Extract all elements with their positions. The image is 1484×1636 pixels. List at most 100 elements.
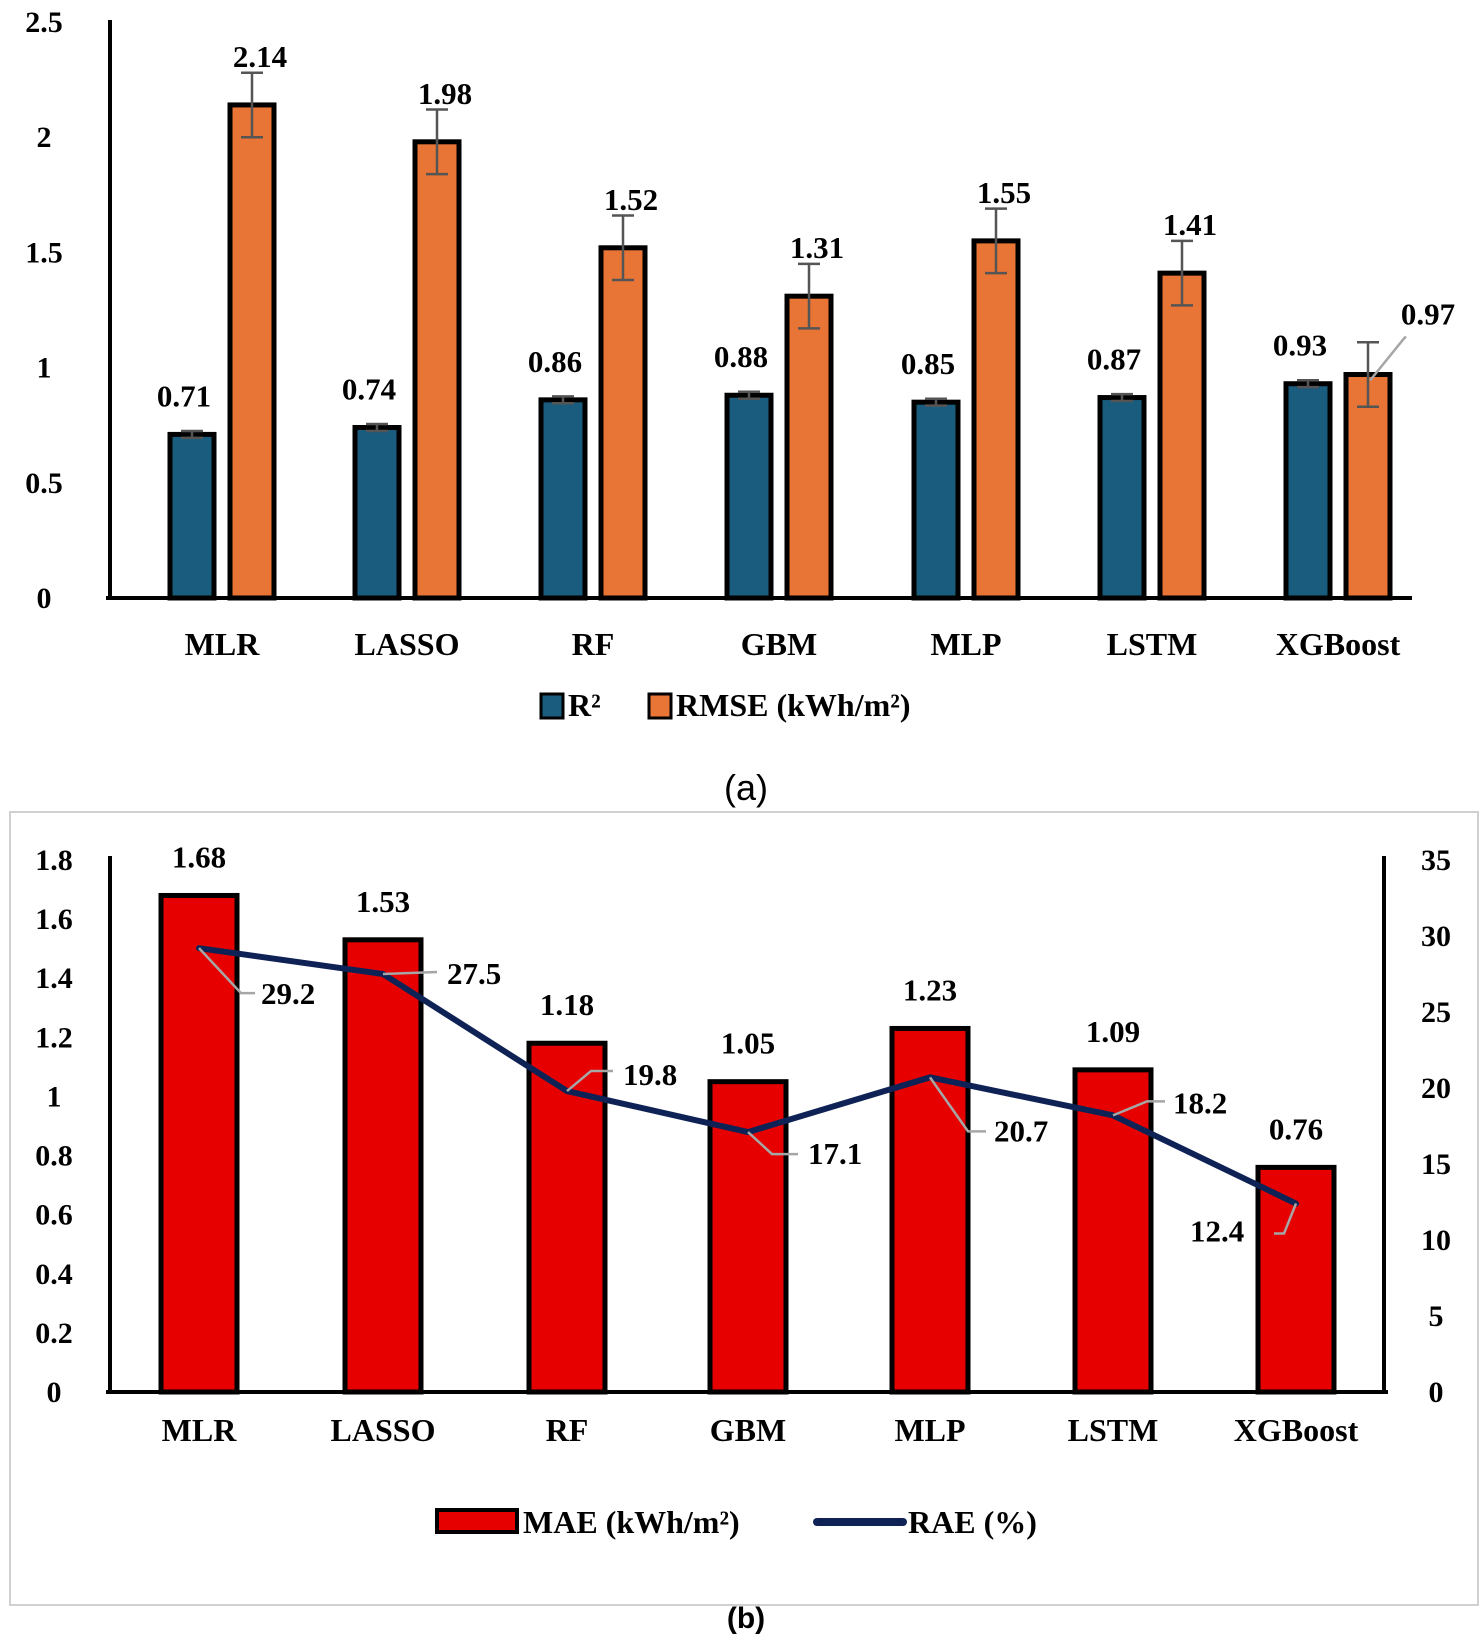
bar-r2 <box>352 425 402 601</box>
chart-a: 0.71 0.740.86 0.88 0.85 0.87 0.932.141.981.52… <box>25 6 1455 723</box>
bar-mae <box>526 1040 608 1395</box>
data-label: 20.7 <box>994 1113 1048 1148</box>
caption-b: (b) <box>727 1602 765 1635</box>
data-label: 0.97 <box>1401 297 1455 332</box>
bar-rmse <box>227 102 277 601</box>
y-tick-label: 1.8 <box>35 844 73 877</box>
bar-r2 <box>911 399 961 601</box>
legend-swatch-r2 <box>539 692 565 720</box>
y-tick-label: 1.6 <box>35 903 73 936</box>
bar-mae <box>1072 1067 1154 1395</box>
y2-tick-label: 0 <box>1429 1376 1444 1409</box>
chart-a-x-axis-labels: MLR LASSO RF GBM MLP LSTM XGBoost <box>185 626 1401 662</box>
chart-a-leader-lines <box>1369 335 1407 382</box>
data-label-leader-line <box>1274 1203 1298 1235</box>
chart-b-border <box>9 811 1479 1606</box>
legend-label-rae: RAE (%) <box>908 1504 1037 1540</box>
data-label: 0.86 <box>528 344 582 379</box>
x-tick-label: GBM <box>741 626 817 662</box>
x-tick-label: MLR <box>162 1412 238 1448</box>
bar-r2 <box>1097 395 1147 601</box>
chart-a-error-bars <box>181 71 1379 440</box>
y-tick-label: 0 <box>37 582 52 615</box>
x-tick-label: LASSO <box>331 1412 436 1448</box>
chart-b-leader-lines <box>198 947 1298 1235</box>
data-label: 0.88 <box>714 339 768 374</box>
data-label: 1.05 <box>721 1026 775 1061</box>
data-label-leader-line <box>566 1069 613 1093</box>
data-label-leader-line <box>747 1131 798 1156</box>
x-tick-label: XGBoost <box>1276 626 1401 662</box>
data-label: 0.71 <box>157 378 211 413</box>
bar-rmse <box>784 293 834 601</box>
chart-b-data-labels: 1.68 1.53 1.18 1.05 1.23 1.09 0.76 29.2 27.5 19.8… <box>172 839 1323 1248</box>
x-tick-label: XGBoost <box>1234 1412 1359 1448</box>
bar-r2 <box>1283 381 1333 601</box>
y2-tick-label: 20 <box>1421 1072 1451 1105</box>
y-tick-label: 1 <box>37 352 52 385</box>
x-tick-label: GBM <box>710 1412 786 1448</box>
data-label: 1.09 <box>1086 1014 1140 1049</box>
y2-tick-label: 35 <box>1421 844 1451 877</box>
y2-tick-label: 15 <box>1421 1148 1451 1181</box>
data-label: 27.5 <box>447 956 501 991</box>
y-tick-label: 0.2 <box>35 1317 73 1350</box>
data-label: 17.1 <box>808 1136 862 1171</box>
data-label: 1.52 <box>604 182 658 217</box>
data-label: 0.93 <box>1273 328 1327 363</box>
bar-mae <box>342 937 424 1395</box>
y-tick-label: 0.6 <box>35 1199 73 1232</box>
chart-a-data-labels: 0.71 0.74 0.86 0.88 0.85 0.87 0.93 2.14 1.98 1.52… <box>157 39 1455 413</box>
x-tick-label: RF <box>546 1412 589 1448</box>
y-tick-label: 1.2 <box>35 1021 73 1054</box>
bar-r2 <box>538 397 588 601</box>
bar-r2 <box>167 431 217 601</box>
data-label: 0.85 <box>901 346 955 381</box>
data-label-leader-line <box>198 947 255 995</box>
y2-tick-label: 10 <box>1421 1224 1451 1257</box>
caption-a: (a) <box>724 767 768 808</box>
y-tick-label: 1.5 <box>25 236 63 269</box>
y-tick-label: 2.5 <box>25 6 63 39</box>
data-label: 1.23 <box>903 972 957 1007</box>
bar-mae <box>158 892 240 1395</box>
x-tick-label: MLP <box>930 626 1001 662</box>
x-tick-label: LSTM <box>1107 626 1198 662</box>
bar-rmse <box>1343 372 1393 601</box>
y2-tick-label: 5 <box>1429 1300 1444 1333</box>
x-tick-label: MLR <box>185 626 261 662</box>
bar-rmse <box>412 139 462 601</box>
data-label-leader-line <box>1112 1100 1165 1117</box>
bar-rmse <box>971 238 1021 601</box>
y-tick-label: 0.5 <box>25 467 63 500</box>
data-label: 1.31 <box>790 230 844 265</box>
data-label: 1.55 <box>977 175 1031 210</box>
legend-label-r2: R² <box>568 687 601 723</box>
chart-a-legend: R² RMSE (kWh/m²) <box>539 687 911 723</box>
y-tick-label: 0 <box>47 1376 62 1409</box>
data-label-leader-line <box>1369 335 1407 382</box>
y-tick-label: 1.4 <box>35 962 73 995</box>
chart-b-y2-axis-ticks: 0 5 10 15 20 25 30 35 <box>1421 844 1451 1409</box>
chart-b: 1.68 1.53 1.18 1.05 1.23 1.09 0.76 29.2 27.5 19.8… <box>35 839 1451 1540</box>
data-label: 19.8 <box>623 1057 677 1092</box>
data-label: 12.4 <box>1190 1214 1244 1249</box>
data-label: 1.41 <box>1163 207 1217 242</box>
y-tick-label: 2 <box>37 121 52 154</box>
x-tick-label: RF <box>572 626 615 662</box>
data-label-leader-line <box>928 1076 986 1133</box>
legend-label-rmse: RMSE (kWh/m²) <box>676 687 911 723</box>
legend-label-mae: MAE (kWh/m²) <box>523 1504 740 1540</box>
data-label: 18.2 <box>1173 1085 1227 1120</box>
data-label: 0.87 <box>1087 342 1141 377</box>
y-tick-label: 0.4 <box>35 1258 73 1291</box>
data-label: 1.53 <box>356 884 410 919</box>
chart-b-legend: MAE (kWh/m²) RAE (%) <box>435 1504 1037 1540</box>
legend-swatch-mae <box>435 1508 519 1534</box>
y-tick-label: 1 <box>47 1080 62 1113</box>
data-label: 1.98 <box>418 76 472 111</box>
bar-r2 <box>724 392 774 601</box>
data-label: 0.76 <box>1269 1111 1323 1146</box>
legend-swatch-rmse <box>647 692 673 720</box>
